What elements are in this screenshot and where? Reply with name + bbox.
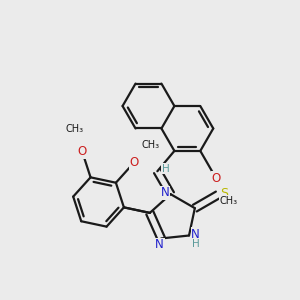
Text: CH₃: CH₃ [66, 124, 84, 134]
Text: S: S [220, 187, 228, 200]
Text: N: N [191, 227, 200, 241]
Text: O: O [78, 145, 87, 158]
Text: N: N [161, 186, 170, 199]
Text: O: O [129, 156, 139, 169]
Text: O: O [212, 172, 221, 185]
Text: CH₃: CH₃ [220, 196, 238, 206]
Text: H: H [192, 239, 200, 249]
Text: H: H [162, 164, 170, 174]
Text: CH₃: CH₃ [141, 140, 159, 150]
Text: N: N [155, 238, 164, 251]
